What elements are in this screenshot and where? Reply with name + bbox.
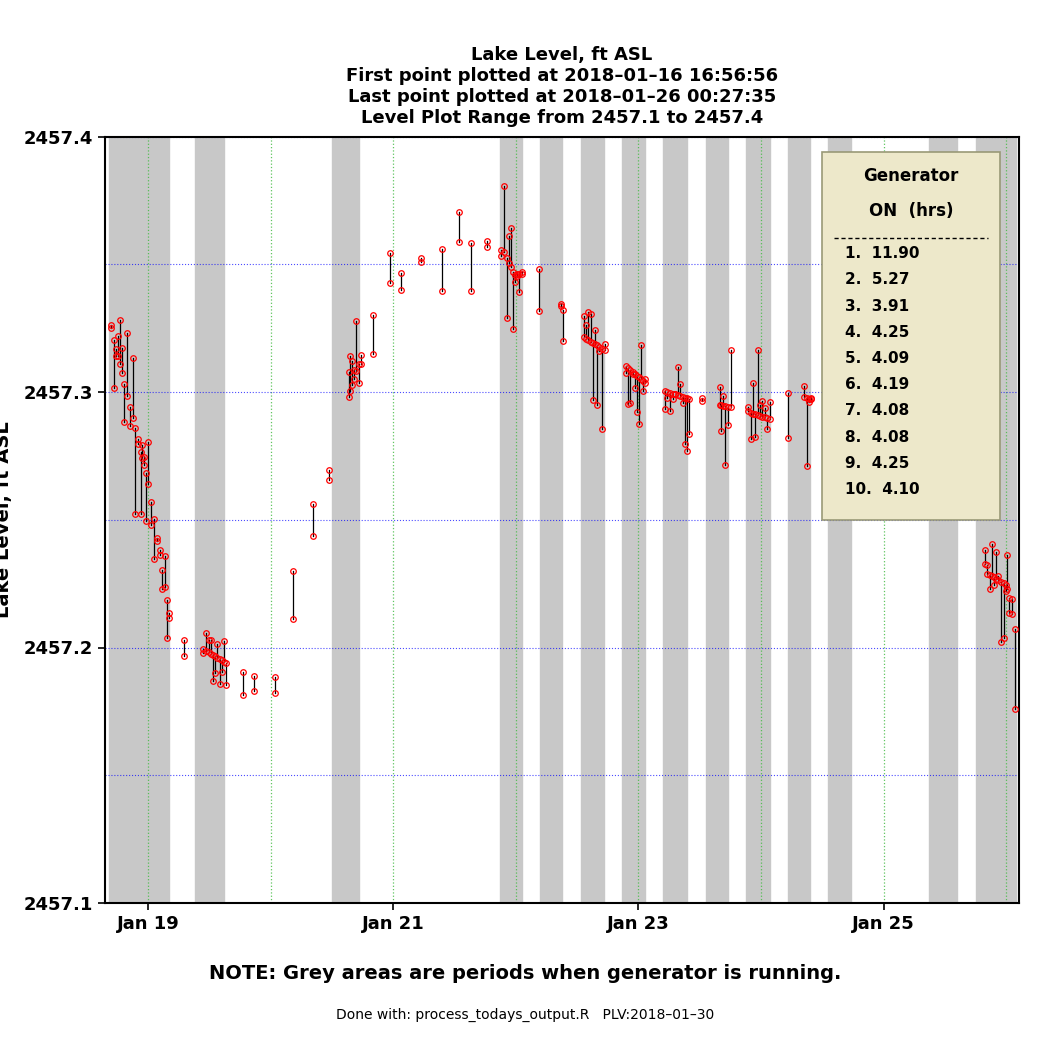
Text: 8.  4.08: 8. 4.08 (845, 429, 909, 444)
Bar (109, 136, 169, 903)
Text: 9.  4.25: 9. 4.25 (845, 456, 909, 470)
Text: Done with: process_todays_output.R   PLV:2018–01–30: Done with: process_todays_output.R PLV:2… (336, 1008, 714, 1022)
Text: 7.  4.08: 7. 4.08 (845, 403, 909, 418)
Bar (541, 136, 563, 903)
Bar (500, 136, 522, 903)
Bar (332, 136, 359, 903)
Bar (194, 136, 224, 903)
Bar (828, 136, 851, 903)
Text: 10.  4.10: 10. 4.10 (845, 482, 920, 497)
Bar (929, 136, 958, 903)
Text: 3.  3.91: 3. 3.91 (845, 298, 909, 314)
Text: 6.  4.19: 6. 4.19 (845, 377, 909, 393)
FancyBboxPatch shape (822, 152, 1001, 520)
Bar (788, 136, 810, 903)
Text: ON  (hrs): ON (hrs) (869, 202, 953, 219)
Text: 4.  4.25: 4. 4.25 (845, 324, 909, 340)
Text: 5.  4.09: 5. 4.09 (845, 351, 909, 366)
Title: Lake Level, ft ASL
First point plotted at 2018–01–16 16:56:56
Last point plotted: Lake Level, ft ASL First point plotted a… (345, 46, 778, 127)
Bar (623, 136, 645, 903)
Bar (706, 136, 728, 903)
Text: 2.  5.27: 2. 5.27 (845, 272, 909, 288)
Bar (975, 136, 1016, 903)
Text: 1.  11.90: 1. 11.90 (845, 246, 920, 261)
Bar (747, 136, 770, 903)
Bar (581, 136, 604, 903)
Bar (663, 136, 688, 903)
Text: Generator: Generator (863, 167, 959, 185)
Y-axis label: Lake Level, ft ASL: Lake Level, ft ASL (0, 421, 13, 618)
Text: NOTE: Grey areas are periods when generator is running.: NOTE: Grey areas are periods when genera… (209, 964, 841, 983)
